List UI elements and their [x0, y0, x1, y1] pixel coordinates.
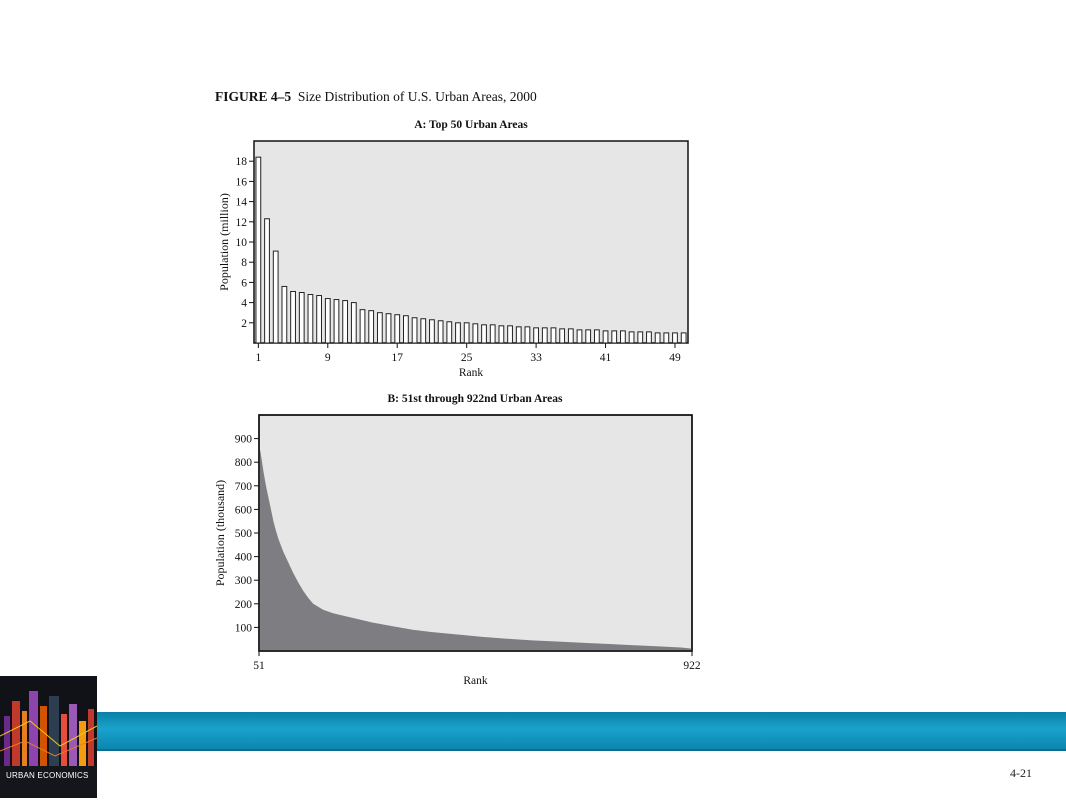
x-tick-label-a: 49 [669, 352, 681, 364]
bar-rank-30 [507, 325, 513, 344]
bar-rank-26 [472, 323, 479, 344]
y-tick-label-b: 500 [235, 528, 253, 540]
y-tick-label-b: 600 [235, 504, 253, 516]
bar-rank-40 [593, 329, 600, 344]
y-tick-label-a: 4 [241, 298, 247, 310]
bar-rank-6 [298, 292, 305, 344]
bar-rank-20 [420, 318, 427, 344]
chart-a: 2 4 6 8 10 12 14 16 18 1 9 17 25 33 41 49 Rank Population… [217, 140, 689, 379]
y-tick-label-a: 16 [236, 176, 248, 188]
footer-divider [0, 749, 1066, 751]
x-axis-label-a: Rank [459, 367, 484, 379]
x-tick-label-b: 51 [253, 660, 265, 672]
chart-a-title: A: Top 50 Urban Areas [414, 119, 528, 131]
bar-rank-28 [489, 324, 496, 344]
bar-rank-7 [307, 294, 314, 344]
bar-rank-29 [498, 325, 505, 344]
bar-rank-8 [316, 295, 322, 344]
y-tick-label-a: 18 [236, 156, 248, 168]
x-tick-label-a: 1 [255, 352, 261, 364]
x-tick-label-a: 33 [530, 352, 542, 364]
bar-rank-31 [515, 326, 522, 344]
bar-rank-5 [290, 290, 296, 344]
chart-b-plot-area [258, 414, 693, 652]
bar-rank-50 [680, 332, 687, 344]
figure-caption: Size Distribution of U.S. Urban Areas, 2… [297, 89, 537, 104]
bar-rank-1 [255, 156, 262, 344]
bar-rank-12 [350, 302, 357, 344]
bar-rank-38 [576, 329, 583, 344]
bar-rank-3 [272, 250, 279, 344]
bar-rank-33 [533, 327, 539, 344]
bar-rank-47 [654, 332, 661, 344]
bar-rank-21 [429, 319, 435, 344]
bar-rank-23 [446, 321, 453, 344]
footer-band [0, 712, 1066, 749]
bar-rank-16 [385, 313, 392, 344]
bar-rank-45 [637, 331, 644, 344]
chart-b: 100 200 300 400 500 600 700 800 900 51 922 Rank Popu… [213, 414, 701, 687]
bar-rank-41 [602, 330, 609, 344]
bar-rank-10 [333, 299, 340, 344]
y-tick-label-a: 14 [236, 197, 248, 209]
bar-rank-32 [524, 326, 531, 344]
y-tick-label-a: 10 [236, 237, 248, 249]
bar-rank-34 [541, 327, 548, 344]
y-axis-label-b: Population (thousand) [213, 480, 227, 586]
x-tick-label-b: 922 [683, 660, 701, 672]
y-tick-label-b: 700 [235, 481, 253, 493]
population-area-series [259, 443, 692, 651]
y-tick-label-b: 900 [235, 434, 253, 446]
bar-rank-44 [628, 331, 635, 344]
page-number: 4-21 [1010, 766, 1032, 780]
y-axis-label-a: Population (million) [217, 193, 231, 291]
city-skyline-image [0, 676, 97, 798]
bar-rank-18 [403, 315, 409, 344]
bar-rank-22 [437, 320, 444, 344]
y-tick-label-b: 200 [235, 599, 253, 611]
x-axis-label-b: Rank [463, 675, 488, 687]
book-cover-image [0, 676, 97, 798]
bar-rank-17 [394, 314, 401, 344]
bar-rank-36 [559, 328, 566, 344]
x-tick-label-a: 17 [391, 352, 403, 364]
figure-title: FIGURE 4–5 Size Distribution of U.S. Urb… [215, 89, 537, 105]
y-tick-label-a: 8 [241, 257, 247, 269]
figure-number: FIGURE 4–5 [215, 89, 292, 104]
bar-rank-37 [567, 328, 574, 344]
bar-rank-46 [646, 331, 652, 344]
y-tick-label-b: 300 [235, 575, 253, 587]
book-title: URBAN ECONOMICS [6, 771, 89, 780]
bar-rank-13 [359, 309, 366, 344]
chart-b-title: B: 51st through 922nd Urban Areas [387, 393, 563, 405]
bar-rank-24 [455, 322, 461, 344]
bar-rank-9 [324, 298, 331, 344]
y-tick-label-b: 800 [235, 457, 253, 469]
bar-rank-49 [672, 332, 678, 344]
bar-rank-39 [585, 329, 592, 344]
bar-rank-35 [550, 327, 557, 344]
bar-rank-15 [376, 312, 383, 344]
bar-rank-2 [264, 218, 270, 344]
bar-rank-48 [663, 332, 670, 344]
y-tick-label-a: 2 [241, 318, 247, 330]
x-tick-label-a: 41 [600, 352, 612, 364]
bar-rank-14 [368, 310, 375, 344]
y-tick-label-b: 100 [235, 622, 253, 634]
bar-rank-42 [611, 330, 618, 344]
y-tick-label-a: 12 [236, 217, 248, 229]
bar-rank-11 [342, 300, 349, 344]
bar-rank-19 [411, 317, 418, 344]
bar-rank-4 [281, 285, 288, 344]
y-tick-label-a: 6 [241, 277, 247, 289]
x-tick-label-a: 9 [325, 352, 331, 364]
bar-rank-43 [620, 330, 626, 344]
bar-rank-27 [481, 324, 487, 344]
x-tick-label-a: 25 [461, 352, 473, 364]
bar-rank-25 [463, 322, 470, 344]
y-tick-label-b: 400 [235, 552, 253, 564]
